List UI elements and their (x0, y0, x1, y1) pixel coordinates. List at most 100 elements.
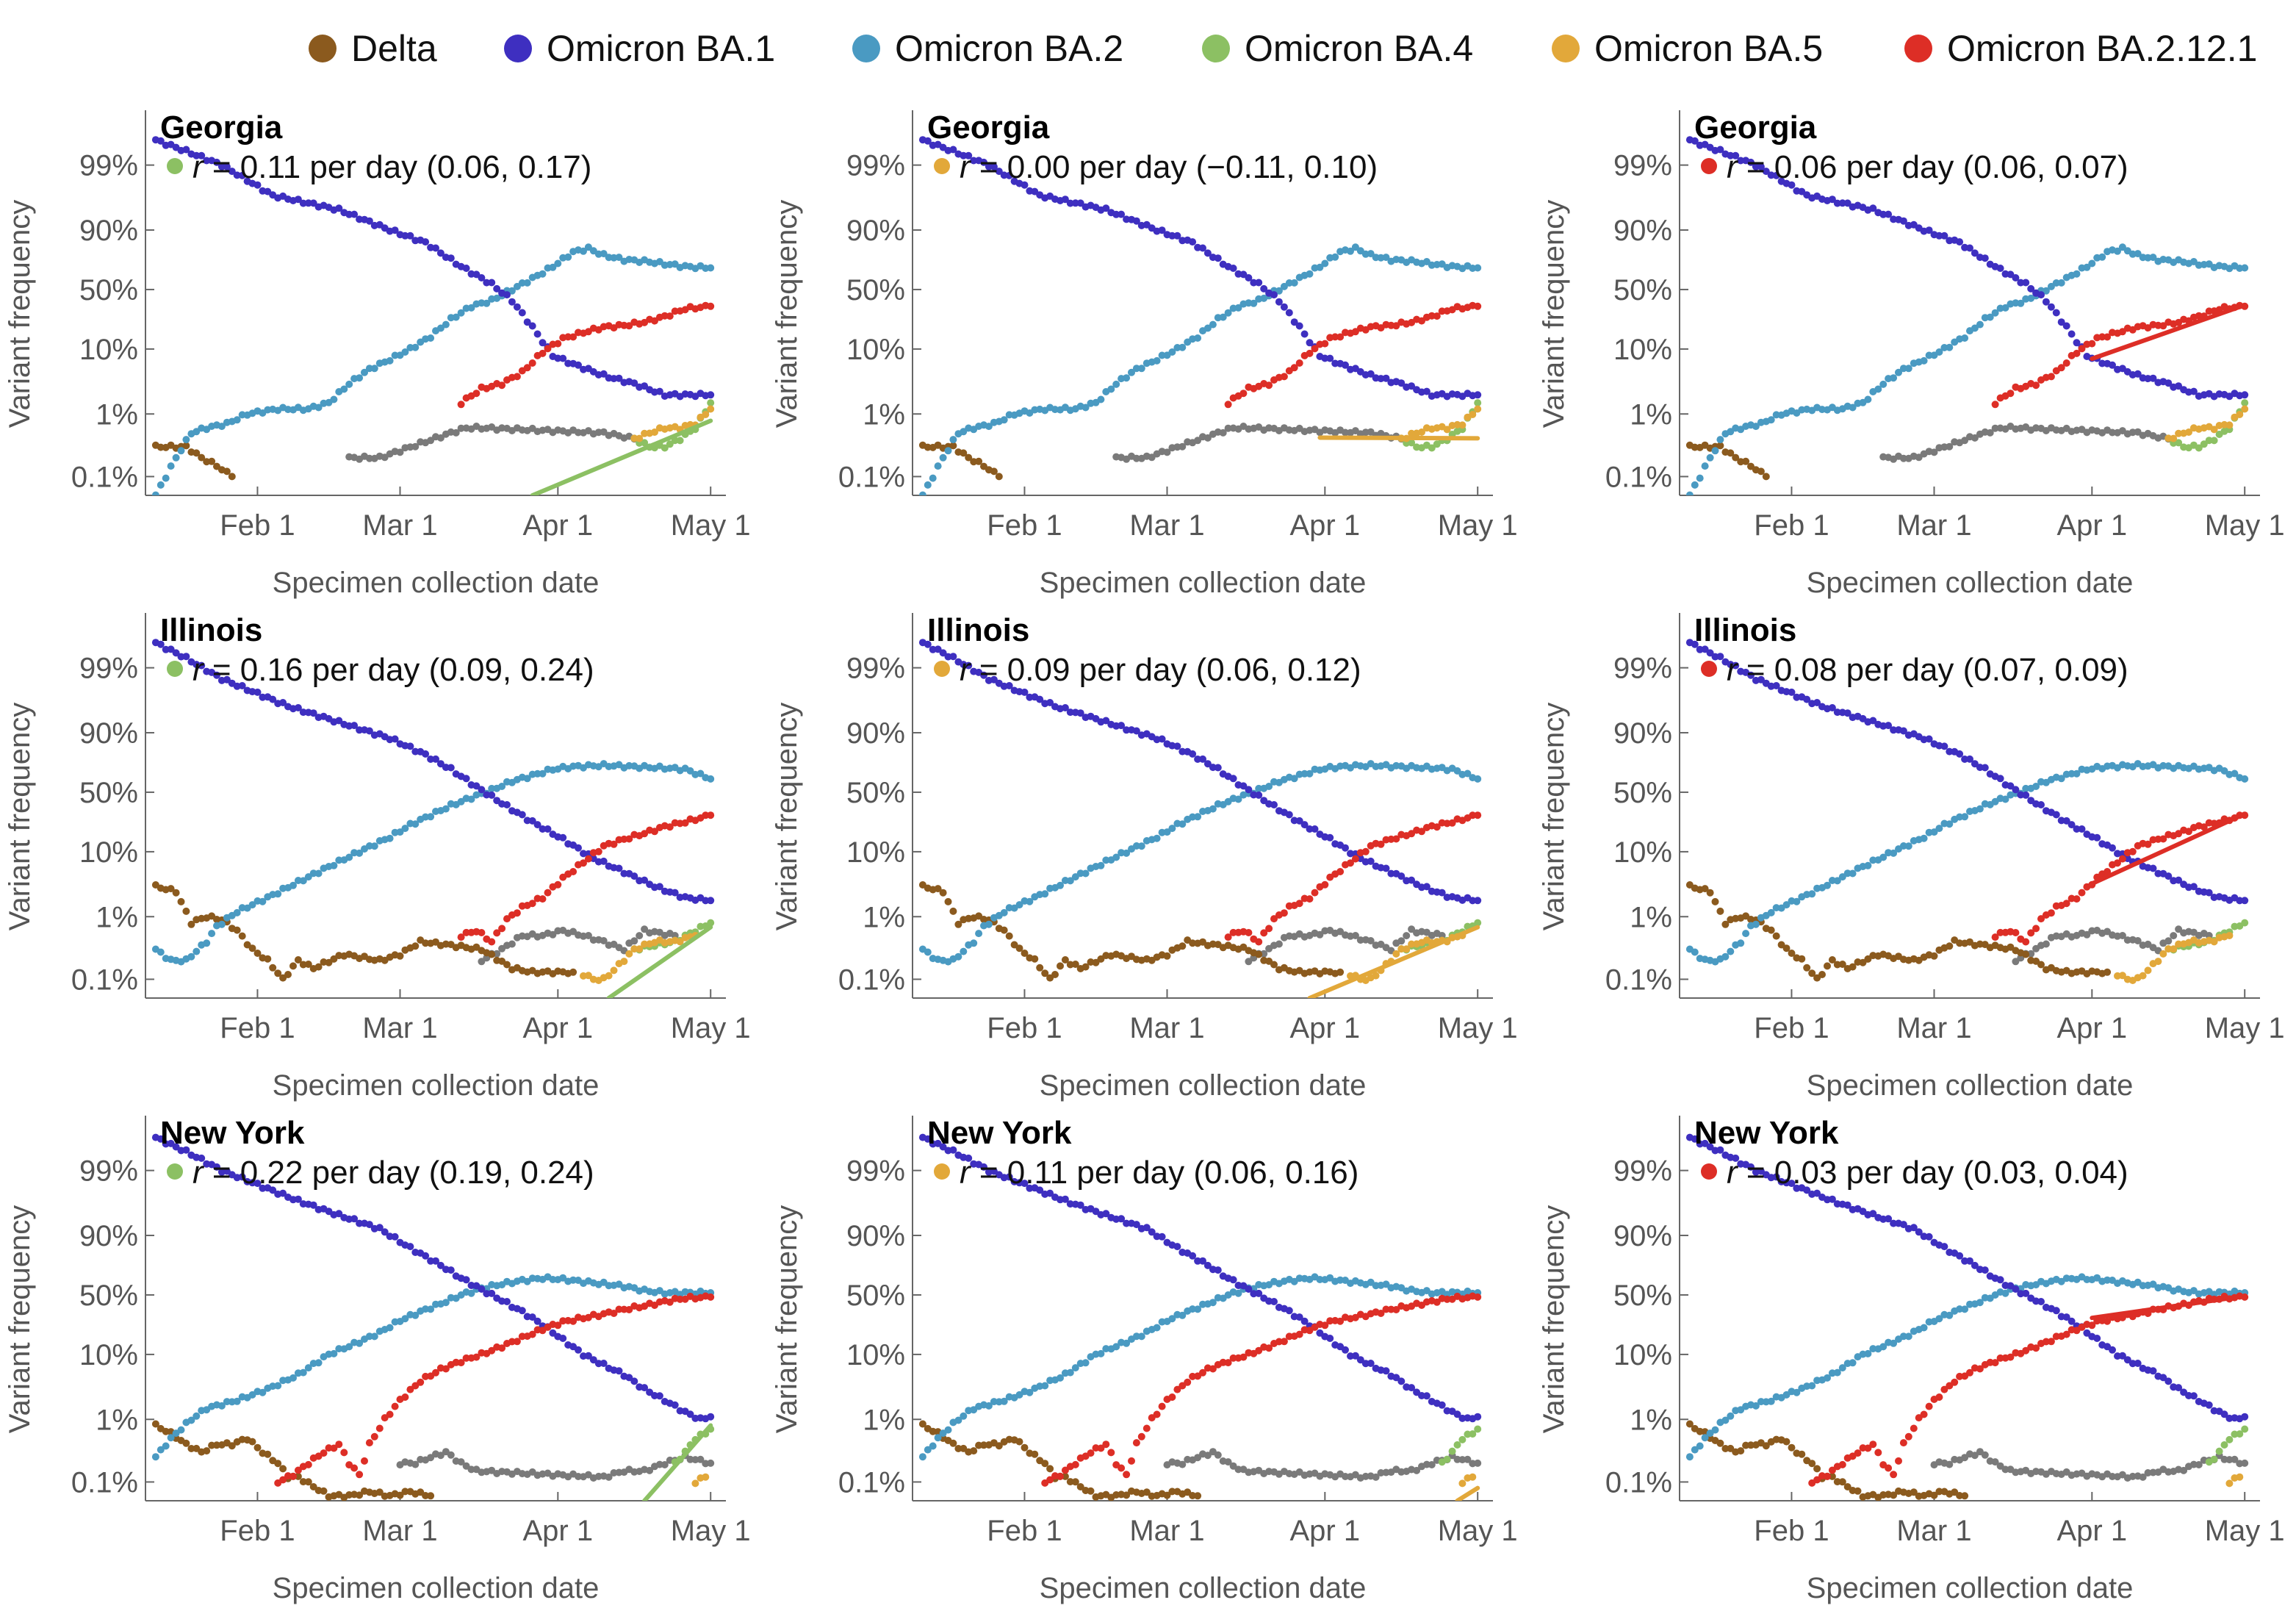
y-tick-label: 50% (79, 274, 138, 306)
data-point (1367, 250, 1375, 258)
data-point (213, 671, 220, 679)
data-point (1046, 1465, 1054, 1473)
data-point (279, 1189, 287, 1197)
data-point (975, 930, 983, 938)
panel-title: Illinois (1694, 612, 1796, 648)
data-point (2241, 405, 2249, 413)
data-point (411, 820, 420, 828)
data-point (436, 249, 445, 257)
data-point (1762, 1442, 1770, 1450)
x-tick-label: Mar 1 (362, 1515, 437, 1547)
data-point (636, 945, 644, 953)
fit-line (1307, 925, 1480, 998)
data-point (1163, 448, 1171, 456)
data-point (508, 1338, 516, 1346)
data-point (2236, 897, 2244, 905)
data-point (289, 962, 297, 970)
data-point (386, 1324, 394, 1332)
data-point (442, 1299, 450, 1307)
data-point (1255, 791, 1263, 799)
data-point (995, 1442, 1003, 1450)
data-point (697, 1455, 705, 1463)
rate-annotation: r = 0.16 per day (0.09, 0.24) (192, 652, 594, 688)
data-point (1300, 1317, 1309, 1325)
data-point (1173, 232, 1181, 240)
legend-label: Delta (351, 28, 437, 69)
data-point (533, 330, 541, 338)
data-point (625, 322, 633, 330)
data-point (1961, 1492, 1969, 1500)
data-point (625, 1306, 633, 1313)
x-tick-label: Mar 1 (1129, 1012, 1204, 1044)
data-point (228, 473, 236, 481)
data-point (432, 244, 439, 252)
data-point (625, 950, 633, 958)
data-point (1443, 426, 1451, 434)
data-point (1132, 217, 1140, 225)
data-point (1864, 395, 1872, 403)
data-point (401, 1488, 409, 1496)
data-point (990, 467, 998, 476)
data-point (335, 204, 343, 212)
plot-area (151, 1133, 715, 1501)
data-point (1438, 1401, 1446, 1409)
rate-marker (1701, 1163, 1717, 1180)
panel-title: Illinois (927, 612, 1029, 648)
data-point (1976, 805, 1984, 813)
data-point (1418, 428, 1425, 436)
data-point (1757, 675, 1765, 683)
data-point (253, 950, 262, 957)
data-point (2022, 950, 2030, 958)
data-point (1737, 1447, 1745, 1455)
data-point (1833, 199, 1841, 207)
data-point (1940, 742, 1948, 750)
rate-marker (167, 1163, 183, 1180)
data-point (1843, 709, 1851, 717)
data-point (1981, 764, 1989, 772)
data-point (2022, 938, 2030, 946)
data-point (1036, 1186, 1044, 1194)
y-tick-label: 99% (846, 1155, 905, 1188)
data-point (427, 1492, 435, 1500)
data-point (1788, 181, 1796, 189)
data-point (1199, 755, 1206, 763)
data-point (589, 1356, 597, 1364)
x-tick-label: May 1 (2205, 1012, 2285, 1044)
data-point (1838, 1460, 1846, 1468)
data-point (187, 952, 195, 961)
data-point (1767, 908, 1775, 916)
data-point (1239, 1353, 1248, 1361)
data-point (924, 1446, 932, 1454)
data-point (314, 403, 323, 412)
data-point (1336, 868, 1345, 875)
data-point (960, 151, 968, 159)
data-point (549, 930, 557, 939)
data-point (493, 284, 501, 293)
x-tick-label: Mar 1 (1896, 1515, 1971, 1547)
data-point (2220, 1441, 2228, 1449)
rate-value: = 0.16 per day (0.09, 0.24) (204, 652, 594, 688)
data-point (539, 769, 547, 778)
data-point (2052, 309, 2060, 317)
data-point (1224, 1359, 1232, 1367)
data-point (1112, 1343, 1120, 1351)
data-point (406, 742, 414, 750)
data-point (213, 1163, 220, 1171)
x-tick-label: Feb 1 (1754, 1515, 1829, 1547)
data-point (965, 453, 973, 462)
data-point (1178, 442, 1187, 451)
panel-title: New York (160, 1115, 305, 1151)
data-point (411, 442, 420, 451)
data-point (162, 474, 170, 482)
y-tick-label: 0.1% (71, 461, 138, 493)
data-point (1925, 226, 1933, 234)
data-point (365, 454, 373, 462)
data-point (411, 343, 420, 351)
data-point (2062, 900, 2070, 908)
data-point (1838, 873, 1846, 881)
data-point (1255, 938, 1263, 946)
data-point (1474, 1293, 1482, 1301)
x-tick-label: Apr 1 (2057, 509, 2128, 542)
data-point (370, 1432, 378, 1440)
data-point (1367, 937, 1375, 944)
